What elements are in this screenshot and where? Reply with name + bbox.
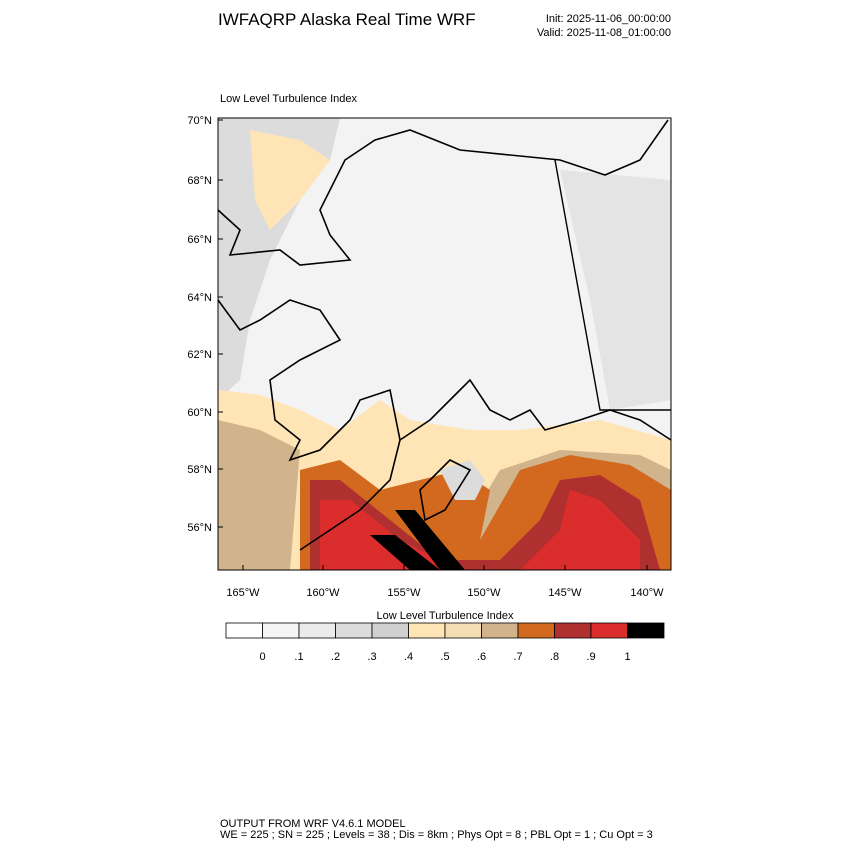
lat-label: 66°N (187, 234, 212, 246)
field-light (250, 130, 330, 230)
colorbar-label: 0 (259, 651, 265, 663)
colorbar-box (408, 622, 446, 639)
lon-label: 165°W (226, 587, 260, 599)
colorbar-box (481, 622, 519, 639)
colorbar-label: .3 (367, 651, 376, 663)
border (554, 159, 671, 411)
lon-label: 150°W (467, 587, 501, 599)
colorbar-label: .9 (586, 651, 595, 663)
lat-label: 68°N (187, 175, 212, 187)
field-tan (218, 420, 300, 570)
colorbar-box (225, 622, 263, 639)
lon-label: 145°W (548, 587, 582, 599)
lon-label: 140°W (630, 587, 664, 599)
map (217, 117, 672, 571)
valid-time: Valid: 2025-11-08_01:00:00 (537, 27, 671, 39)
field-black (370, 510, 465, 570)
colorbar-title: Low Level Turbulence Index (377, 610, 514, 622)
field-gray (560, 170, 671, 410)
colorbar-box (335, 622, 373, 639)
colorbar-label: 1 (624, 651, 630, 663)
lat-label: 62°N (187, 349, 212, 361)
colorbar-label: .6 (477, 651, 486, 663)
colorbar-box (517, 622, 555, 639)
init-time: Init: 2025-11-06_00:00:00 (546, 13, 671, 25)
colorbar-box (627, 622, 665, 639)
colorbar-box (371, 622, 409, 639)
lat-label: 70°N (187, 115, 212, 127)
colorbar-label: .1 (294, 651, 303, 663)
footer-line: WE = 225 ; SN = 225 ; Levels = 38 ; Dis … (220, 829, 653, 841)
colorbar-label: .8 (550, 651, 559, 663)
colorbar-box (554, 622, 592, 639)
footer-line: OUTPUT FROM WRF V4.6.1 MODEL (220, 818, 406, 830)
lat-label: 60°N (187, 407, 212, 419)
lat-label: 64°N (187, 292, 212, 304)
map-frame (217, 117, 672, 571)
field-gray (440, 460, 485, 500)
lon-label: 160°W (306, 587, 340, 599)
lon-label: 155°W (387, 587, 421, 599)
title: IWFAQRP Alaska Real Time WRF (218, 10, 476, 29)
lat-label: 58°N (187, 464, 212, 476)
colorbar-box (444, 622, 482, 639)
map-label: Low Level Turbulence Index (220, 93, 357, 105)
lat-label: 56°N (187, 522, 212, 534)
colorbar-label: .2 (331, 651, 340, 663)
field-gray (218, 118, 340, 400)
colorbar-label: .5 (440, 651, 449, 663)
coastline (217, 119, 672, 551)
colorbar-label: .7 (513, 651, 522, 663)
colorbar-box (262, 622, 300, 639)
colorbar-label: .4 (404, 651, 413, 663)
colorbar-box (298, 622, 336, 639)
colorbar-box (590, 622, 628, 639)
